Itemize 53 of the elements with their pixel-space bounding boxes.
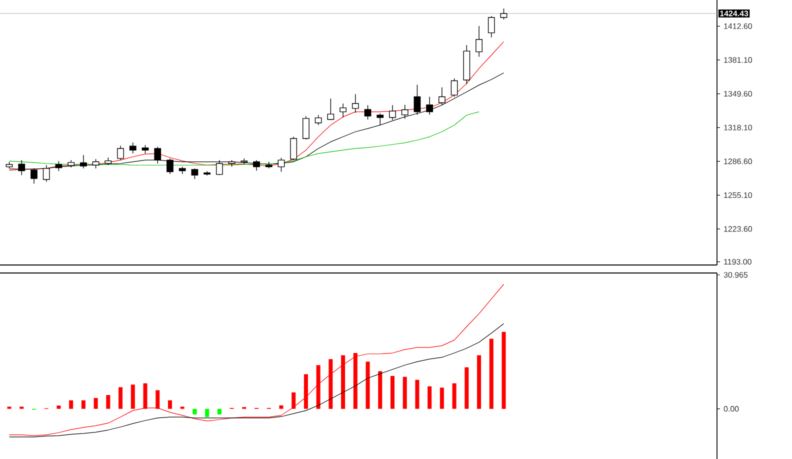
candlestick — [129, 142, 136, 154]
candlestick — [117, 145, 124, 160]
bar — [341, 355, 346, 409]
bar — [477, 355, 482, 409]
bar — [428, 386, 432, 409]
bar — [81, 400, 86, 409]
bar — [156, 390, 160, 409]
candlestick — [450, 78, 458, 98]
bar — [489, 338, 494, 409]
bar — [452, 383, 456, 409]
candlestick — [327, 98, 334, 120]
candlestick — [364, 104, 372, 120]
bar — [279, 405, 284, 409]
candlestick — [414, 84, 421, 116]
candlestick — [426, 96, 434, 116]
candlestick — [500, 8, 508, 20]
bar — [168, 400, 172, 409]
bar — [217, 408, 222, 414]
candlestick — [314, 114, 322, 126]
candlestick — [302, 116, 310, 140]
bar — [192, 408, 197, 414]
bar — [94, 398, 98, 409]
bar — [292, 392, 296, 409]
bar — [69, 400, 74, 409]
bar — [304, 374, 308, 409]
bar — [205, 408, 210, 418]
candlestick — [389, 104, 396, 120]
bar — [130, 384, 135, 409]
candlestick — [340, 103, 346, 118]
bar — [106, 395, 110, 409]
bar — [118, 387, 123, 409]
bar — [390, 376, 394, 409]
candlestick — [290, 136, 298, 160]
bar — [143, 383, 148, 409]
candlestick — [476, 26, 482, 58]
bar — [378, 371, 382, 409]
bar — [464, 367, 469, 409]
candlestick — [376, 113, 384, 126]
candlestick — [401, 104, 408, 120]
candlestick — [488, 16, 495, 38]
bar — [502, 332, 506, 409]
bar — [316, 365, 320, 409]
candlestick — [438, 87, 446, 106]
bar — [440, 388, 444, 409]
bar — [353, 353, 358, 409]
bar — [366, 362, 370, 409]
candlestick — [352, 94, 359, 114]
candlestick — [154, 146, 162, 164]
candlestick — [191, 168, 198, 180]
bar — [402, 376, 407, 409]
bar — [415, 380, 420, 409]
bar — [328, 359, 333, 409]
bar — [56, 406, 61, 409]
